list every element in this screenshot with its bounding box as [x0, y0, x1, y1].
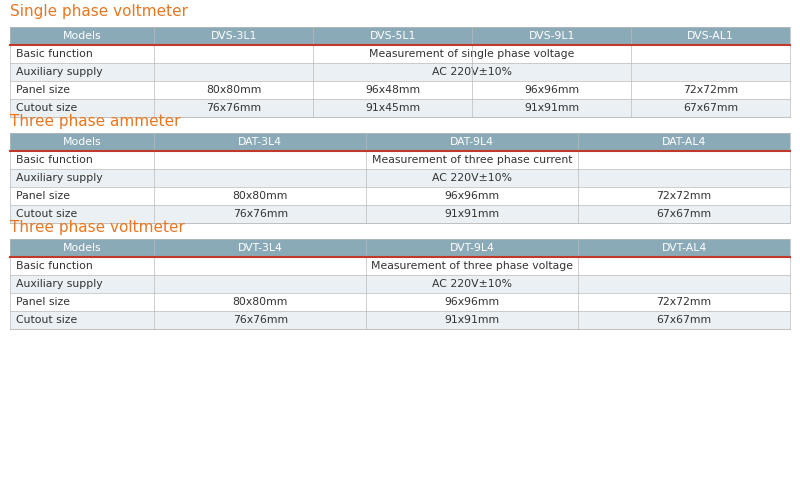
Text: AC 220V±10%: AC 220V±10%: [432, 173, 512, 183]
Text: DVS-3L1: DVS-3L1: [210, 31, 257, 41]
Bar: [10, 257, 790, 275]
Text: 91x91mm: 91x91mm: [445, 315, 500, 325]
Bar: [10, 45, 790, 63]
Text: 96x96mm: 96x96mm: [524, 85, 579, 95]
Bar: [10, 311, 790, 329]
Text: 80x80mm: 80x80mm: [233, 191, 288, 201]
Bar: [10, 275, 790, 293]
Text: Measurement of three phase voltage: Measurement of three phase voltage: [371, 261, 573, 271]
Bar: [10, 169, 790, 187]
Text: Measurement of three phase current: Measurement of three phase current: [372, 155, 573, 165]
Text: 67x67mm: 67x67mm: [657, 209, 712, 219]
Text: 91x91mm: 91x91mm: [524, 103, 579, 113]
Text: Three phase ammeter: Three phase ammeter: [10, 114, 181, 129]
Bar: [10, 27, 154, 45]
Bar: [10, 81, 790, 99]
Bar: [631, 27, 790, 45]
Text: Panel size: Panel size: [16, 191, 70, 201]
Text: 67x67mm: 67x67mm: [683, 103, 738, 113]
Bar: [314, 27, 472, 45]
Text: Three phase voltmeter: Three phase voltmeter: [10, 220, 185, 235]
Text: 67x67mm: 67x67mm: [657, 315, 712, 325]
Text: Basic function: Basic function: [16, 155, 93, 165]
Text: Single phase voltmeter: Single phase voltmeter: [10, 4, 188, 19]
Text: Basic function: Basic function: [16, 49, 93, 59]
Text: DVS-AL1: DVS-AL1: [687, 31, 734, 41]
Text: Auxiliary supply: Auxiliary supply: [16, 67, 102, 77]
Text: 80x80mm: 80x80mm: [233, 297, 288, 307]
Text: Panel size: Panel size: [16, 85, 70, 95]
Text: Basic function: Basic function: [16, 261, 93, 271]
Text: 76x76mm: 76x76mm: [233, 315, 288, 325]
Text: DVT-3L4: DVT-3L4: [238, 243, 282, 253]
Text: 91x45mm: 91x45mm: [365, 103, 420, 113]
Text: 76x76mm: 76x76mm: [206, 103, 262, 113]
Text: Models: Models: [63, 243, 102, 253]
Text: Models: Models: [63, 31, 102, 41]
Bar: [10, 151, 790, 169]
Text: 72x72mm: 72x72mm: [683, 85, 738, 95]
Bar: [10, 205, 790, 223]
Text: 76x76mm: 76x76mm: [233, 209, 288, 219]
Text: Auxiliary supply: Auxiliary supply: [16, 173, 102, 183]
Text: Cutout size: Cutout size: [16, 209, 78, 219]
Text: DVT-AL4: DVT-AL4: [662, 243, 706, 253]
Text: DVS-9L1: DVS-9L1: [529, 31, 574, 41]
Bar: [10, 99, 790, 117]
Text: 96x96mm: 96x96mm: [445, 191, 500, 201]
Text: 96x48mm: 96x48mm: [365, 85, 420, 95]
Text: DAT-3L4: DAT-3L4: [238, 137, 282, 147]
Bar: [10, 239, 154, 257]
Text: Cutout size: Cutout size: [16, 103, 78, 113]
Bar: [10, 293, 790, 311]
Text: DAT-AL4: DAT-AL4: [662, 137, 706, 147]
Text: AC 220V±10%: AC 220V±10%: [432, 67, 512, 77]
Bar: [154, 133, 366, 151]
Text: Measurement of single phase voltage: Measurement of single phase voltage: [370, 49, 575, 59]
Text: 96x96mm: 96x96mm: [445, 297, 500, 307]
Bar: [472, 27, 631, 45]
Bar: [10, 187, 790, 205]
Bar: [578, 239, 790, 257]
Text: Auxiliary supply: Auxiliary supply: [16, 279, 102, 289]
Bar: [154, 239, 366, 257]
Text: Cutout size: Cutout size: [16, 315, 78, 325]
Text: DAT-9L4: DAT-9L4: [450, 137, 494, 147]
Text: DVS-5L1: DVS-5L1: [370, 31, 416, 41]
Bar: [10, 63, 790, 81]
Bar: [366, 133, 578, 151]
Bar: [578, 133, 790, 151]
Text: Models: Models: [63, 137, 102, 147]
Text: 80x80mm: 80x80mm: [206, 85, 262, 95]
Text: 91x91mm: 91x91mm: [445, 209, 500, 219]
Bar: [366, 239, 578, 257]
Text: 72x72mm: 72x72mm: [657, 297, 712, 307]
Text: 72x72mm: 72x72mm: [657, 191, 712, 201]
Bar: [10, 133, 154, 151]
Text: Panel size: Panel size: [16, 297, 70, 307]
Text: AC 220V±10%: AC 220V±10%: [432, 279, 512, 289]
Text: DVT-9L4: DVT-9L4: [450, 243, 494, 253]
Bar: [154, 27, 314, 45]
